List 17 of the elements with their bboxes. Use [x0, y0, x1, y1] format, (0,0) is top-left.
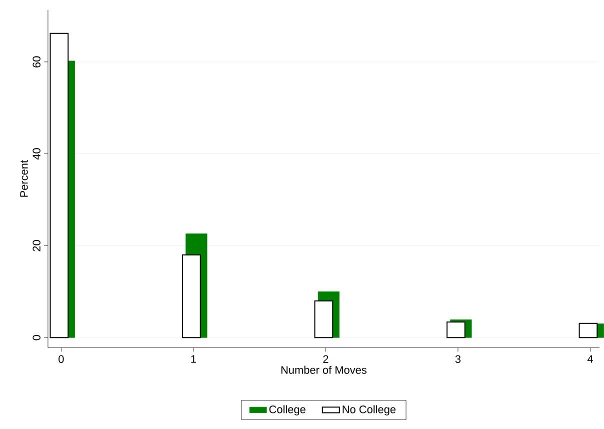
bar [314, 300, 334, 338]
legend-label: No College [342, 405, 396, 416]
y-axis-title: Percent [20, 160, 28, 197]
y-tick-label: 20 [32, 240, 40, 252]
x-tick-label: 2 [323, 355, 328, 364]
x-tick-label: 1 [191, 355, 196, 363]
bar [578, 323, 598, 338]
x-tick-label: 0 [58, 355, 64, 364]
x-tick-label: 3 [455, 355, 461, 364]
x-tick-label: 4 [587, 355, 593, 363]
x-axis-title: Number of Moves [281, 366, 367, 374]
y-tick-label: 0 [32, 335, 40, 340]
bar [182, 254, 201, 338]
bar [446, 322, 466, 338]
y-tick-label: 60 [32, 56, 40, 68]
y-tick-label: 40 [32, 148, 40, 160]
legend-label: College [269, 405, 306, 416]
